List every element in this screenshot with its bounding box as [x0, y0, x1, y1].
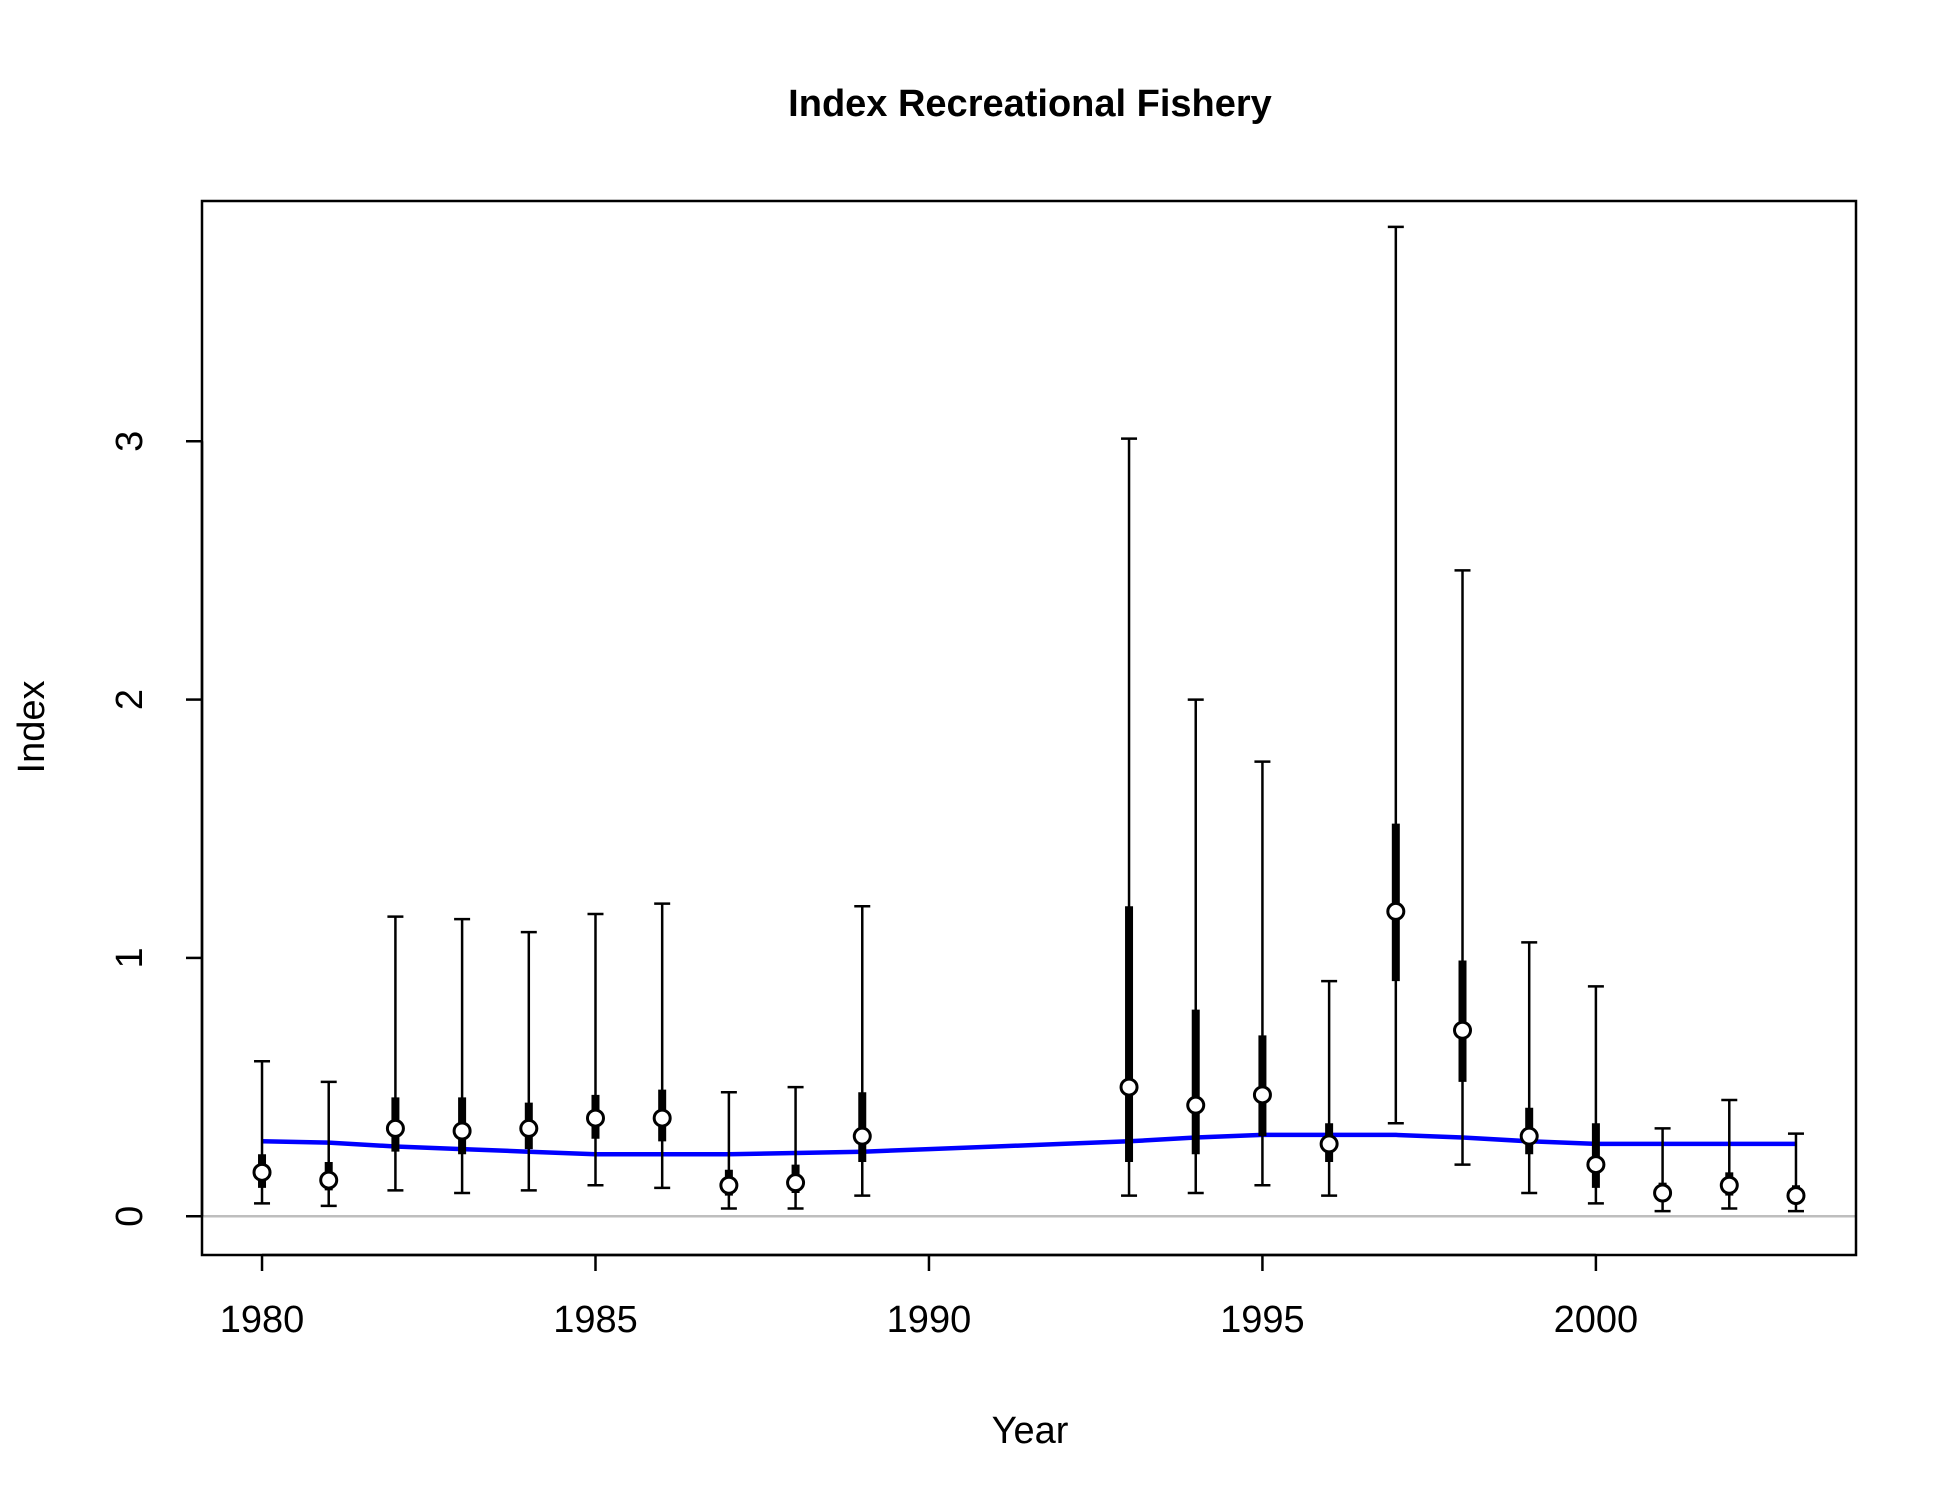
y-tick-label: 0 — [109, 1206, 151, 1227]
data-point — [1786, 1186, 1806, 1206]
data-point — [719, 1175, 739, 1195]
x-axis-label: Year — [992, 1410, 1069, 1452]
y-tick-label: 1 — [109, 947, 151, 968]
data-point — [452, 1121, 472, 1141]
data-point — [519, 1118, 539, 1138]
expected-line-layer — [261, 1132, 1796, 1157]
x-tick-label: 1985 — [553, 1299, 638, 1341]
plot-frame — [200, 199, 1858, 1257]
data-point — [1453, 1020, 1473, 1040]
data-point — [1586, 1155, 1606, 1175]
x-tick-label: 2000 — [1554, 1299, 1639, 1341]
data-point — [1319, 1134, 1339, 1154]
expected-index-line — [261, 1132, 1796, 1157]
data-point — [319, 1170, 339, 1190]
data-point — [1119, 1077, 1139, 1097]
data-point — [1519, 1126, 1539, 1146]
data-point — [1386, 901, 1406, 921]
data-point — [385, 1118, 405, 1138]
data-point — [852, 1126, 872, 1146]
chart-title: Index Recreational Fishery — [788, 83, 1272, 125]
y-tick-label: 3 — [109, 431, 151, 452]
data-point — [1653, 1183, 1673, 1203]
data-point — [1719, 1175, 1739, 1195]
x-tick-label: 1980 — [220, 1299, 305, 1341]
data-point — [1252, 1085, 1272, 1105]
axes-layer: 1980 1985 1990 1995 2000 0 1 2 3 — [109, 431, 1638, 1341]
data-point — [786, 1173, 806, 1193]
points-layer — [252, 901, 1806, 1206]
x-tick-label: 1995 — [1220, 1299, 1305, 1341]
x-tick-label: 1990 — [887, 1299, 972, 1341]
data-point — [1186, 1095, 1206, 1115]
y-tick-label: 2 — [109, 689, 151, 710]
y-axis-label: Index — [11, 681, 53, 774]
data-point — [585, 1108, 605, 1128]
data-point — [252, 1162, 272, 1182]
data-point — [652, 1108, 672, 1128]
error-bars-layer — [254, 225, 1804, 1213]
